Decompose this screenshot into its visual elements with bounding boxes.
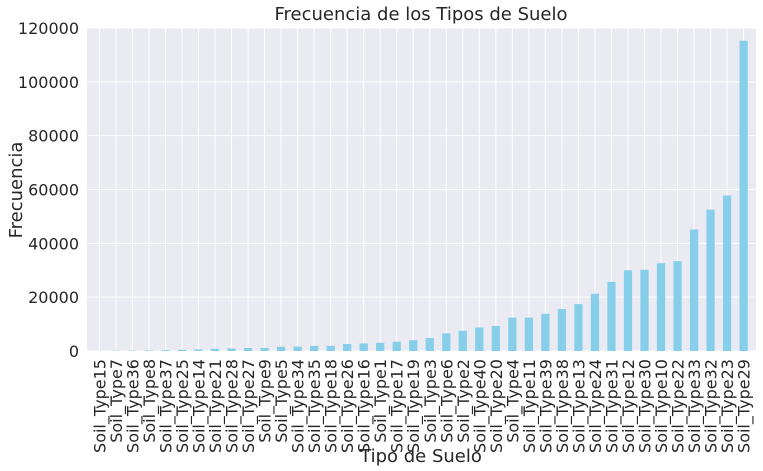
- x-tick-label: Soil_Type12: [619, 359, 639, 453]
- x-tick-label: Soil_Type1: [371, 359, 391, 443]
- x-tick-label: Soil_Type4: [503, 359, 523, 443]
- x-tick-label: Soil_Type8: [140, 359, 160, 443]
- x-tick-label: Soil_Type40: [470, 359, 490, 453]
- chart-title: Frecuencia de los Tipos de Suelo: [274, 4, 567, 25]
- y-tick-label: 80000: [28, 127, 79, 146]
- x-axis-title: Tipo de Suelo: [359, 446, 482, 467]
- x-tick-label: Soil_Type25: [173, 359, 193, 453]
- bar-soil-type33: [689, 229, 699, 351]
- x-tick-label: Soil_Type22: [669, 359, 689, 453]
- x-tick-label: Soil_Type31: [602, 359, 622, 453]
- x-tick-label: Soil_Type19: [404, 359, 424, 453]
- bar-soil-type39: [541, 313, 550, 351]
- bar-soil-type12: [623, 270, 633, 351]
- bar-soil-type27: [243, 348, 253, 351]
- bar-soil-type22: [673, 261, 682, 351]
- x-tick-labels: Soil_Type15Soil_Type7Soil_Type36Soil_Typ…: [90, 359, 754, 453]
- x-tick-label: Soil_Type24: [586, 359, 606, 453]
- x-tick-label: Soil_Type20: [487, 359, 507, 453]
- bar-soil-type29: [739, 40, 748, 352]
- x-tick-label: Soil_Type16: [355, 359, 375, 453]
- y-tick-label: 20000: [28, 288, 79, 307]
- y-tick-label: 40000: [28, 234, 79, 253]
- x-tick-label: Soil_Type3: [421, 359, 441, 443]
- y-tick-label: 60000: [28, 181, 79, 200]
- x-tick-label: Soil_Type23: [718, 359, 738, 453]
- x-tick-label: Soil_Type33: [685, 359, 705, 453]
- y-tick-label: 120000: [18, 19, 79, 38]
- x-tick-label: Soil_Type13: [569, 359, 589, 453]
- bar-soil-type40: [475, 327, 484, 351]
- x-tick-label: Soil_Type17: [388, 359, 408, 453]
- bar-soil-type5: [276, 346, 286, 351]
- x-tick-label: Soil_Type37: [156, 359, 176, 453]
- bar-soil-type4: [508, 317, 517, 351]
- x-tick-label: Soil_Type38: [553, 359, 573, 453]
- x-tick-label: Soil_Type5: [272, 359, 292, 443]
- y-axis-title: Frecuencia: [6, 142, 27, 239]
- x-tick-label: Soil_Type11: [520, 359, 540, 453]
- x-tick-label: Soil_Type39: [536, 359, 556, 453]
- bars: [95, 40, 748, 352]
- x-tick-label: Soil_Type6: [437, 359, 457, 443]
- bar-soil-type16: [359, 343, 368, 351]
- bar-soil-type14: [194, 349, 203, 351]
- bar-soil-type38: [557, 309, 567, 351]
- y-tick-label: 0: [69, 342, 79, 361]
- bar-soil-type23: [722, 195, 732, 351]
- y-tick-label: 100000: [18, 73, 79, 92]
- x-tick-label: Soil_Type2: [454, 359, 474, 443]
- x-tick-label: Soil_Type21: [206, 359, 226, 453]
- x-tick-label: Soil_Type10: [652, 359, 672, 453]
- bar-soil-type13: [574, 304, 583, 351]
- x-tick-label: Soil_Type27: [239, 359, 259, 453]
- x-tick-label: Soil_Type34: [289, 359, 309, 453]
- bar-soil-type18: [326, 345, 335, 351]
- bar-soil-type1: [376, 342, 385, 351]
- bar-soil-type3: [425, 338, 434, 351]
- x-tick-label: Soil_Type26: [338, 359, 358, 453]
- bar-soil-type30: [640, 269, 649, 351]
- bar-soil-type21: [210, 348, 220, 351]
- x-tick-label: Soil_Type28: [223, 359, 243, 453]
- bar-soil-type10: [656, 263, 666, 351]
- bar-soil-type32: [706, 209, 715, 351]
- bar-soil-type11: [524, 317, 533, 351]
- x-tick-label: Soil_Type36: [123, 359, 143, 453]
- bar-soil-type19: [409, 340, 418, 351]
- bar-soil-type28: [227, 348, 236, 351]
- bar-soil-type6: [442, 333, 451, 351]
- bar-soil-type9: [260, 347, 269, 351]
- bar-soil-type24: [590, 293, 600, 351]
- x-tick-label: Soil_Type14: [190, 359, 210, 453]
- bar-soil-type25: [177, 349, 187, 351]
- bar-soil-type2: [458, 330, 467, 351]
- x-tick-label: Soil_Type35: [305, 359, 325, 453]
- bar-soil-type17: [392, 341, 401, 351]
- x-tick-label: Soil_Type18: [322, 359, 342, 453]
- bar-soil-type34: [293, 346, 302, 351]
- x-tick-label: Soil_Type7: [107, 359, 127, 443]
- bar-soil-type35: [310, 345, 319, 351]
- x-tick-label: Soil_Type15: [90, 359, 110, 453]
- bar-soil-type20: [491, 326, 500, 351]
- y-tick-labels: 0 20000 40000 60000 80000 100000 120000: [18, 19, 79, 361]
- x-tick-label: Soil_Type30: [636, 359, 656, 453]
- bar-soil-type26: [343, 344, 352, 351]
- bar-soil-type31: [607, 281, 616, 351]
- x-tick-label: Soil_Type32: [702, 359, 722, 453]
- x-tick-label: Soil_Type29: [735, 359, 755, 453]
- x-tick-label: Soil_Type9: [256, 359, 276, 443]
- bar-soil-type37: [161, 350, 170, 351]
